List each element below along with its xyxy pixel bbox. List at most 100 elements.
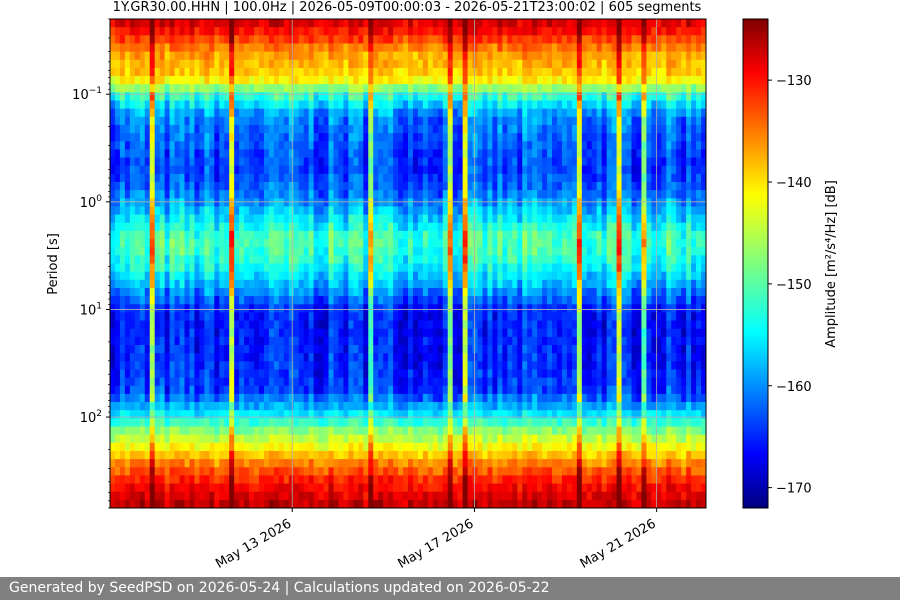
spectrogram-cell — [373, 336, 379, 346]
spectrogram-cell — [139, 450, 146, 460]
spectrogram-cell — [502, 459, 508, 468]
spectrogram-cell — [333, 182, 340, 191]
spectrogram-cell — [273, 361, 280, 371]
spectrogram-cell — [343, 377, 349, 387]
spectrogram-cell — [313, 385, 320, 395]
spectrogram-cell — [204, 19, 210, 28]
spectrogram-cell — [214, 361, 220, 371]
spectrogram-cell — [408, 410, 414, 419]
spectrogram-cell — [134, 336, 141, 346]
spectrogram-cell — [219, 361, 225, 371]
spectrogram-cell — [259, 475, 265, 485]
spectrogram-cell — [278, 296, 285, 305]
spectrogram-cell — [358, 51, 364, 61]
spectrogram-cell — [383, 467, 389, 476]
spectrogram-cell — [209, 124, 215, 134]
spectrogram-cell — [124, 385, 131, 395]
spectrogram-cell — [298, 43, 305, 53]
spectrogram-cell — [472, 214, 479, 224]
spectrogram-cell — [378, 59, 384, 69]
spectrogram-cell — [363, 320, 369, 330]
spectrogram-cell — [497, 279, 503, 289]
spectrogram-cell — [189, 35, 196, 45]
spectrogram-cell — [403, 214, 409, 224]
spectrogram-cell — [259, 442, 265, 452]
spectrogram-cell — [323, 51, 330, 61]
spectrogram-cell — [214, 328, 220, 338]
spectrogram-cell — [403, 328, 409, 338]
spectrogram-cell — [219, 459, 225, 468]
spectrogram-cell — [512, 239, 518, 248]
spectrogram-cell — [417, 141, 424, 150]
spectrogram-cell — [333, 296, 340, 305]
spectrogram-cell — [477, 19, 484, 28]
spectrogram-cell — [244, 336, 250, 346]
spectrogram-cell — [462, 434, 469, 444]
spectrogram-cell — [254, 157, 260, 167]
spectrogram-cell — [119, 108, 126, 118]
spectrogram-cell — [323, 190, 330, 199]
spectrogram-cell — [110, 369, 116, 379]
spectrogram-cell — [154, 255, 161, 265]
spectrogram-cell — [144, 287, 151, 297]
spectrogram-cell — [328, 67, 335, 77]
spectrogram-cell — [353, 304, 359, 313]
spectrogram-cell — [462, 157, 469, 167]
spectrogram-cell — [318, 182, 325, 191]
spectrogram-cell — [159, 198, 166, 208]
spectrogram-cell — [254, 255, 260, 265]
spectrogram-cell — [204, 353, 210, 362]
spectrogram-cell — [417, 222, 424, 232]
spectrogram-cell — [234, 222, 240, 232]
spectrogram-cell — [452, 279, 459, 289]
spectrogram-cell — [244, 459, 250, 468]
spectrogram-cell — [174, 312, 181, 322]
spectrogram-cell — [497, 467, 503, 476]
spectrogram-cell — [358, 124, 364, 134]
spectrogram-cell — [383, 222, 389, 232]
spectrogram-cell — [462, 467, 469, 476]
spectrogram-cell — [129, 206, 136, 216]
spectrogram-cell — [149, 442, 156, 452]
spectrogram-cell — [368, 271, 374, 281]
spectrogram-cell — [432, 369, 439, 379]
spectrogram-cell — [149, 255, 156, 265]
spectrogram-cell — [442, 483, 449, 493]
spectrogram-cell — [139, 320, 146, 330]
spectrogram-cell — [144, 418, 151, 428]
spectrogram-cell — [427, 385, 434, 395]
spectrogram-cell — [343, 296, 349, 305]
spectrogram-cell — [472, 271, 479, 281]
spectrogram-cell — [412, 499, 419, 508]
spectrogram-cell — [328, 426, 335, 436]
spectrogram-cell — [239, 157, 245, 167]
spectrogram-cell — [224, 345, 230, 354]
spectrogram-cell — [388, 345, 394, 354]
spectrogram-cell — [273, 182, 280, 191]
spectrogram-cell — [110, 320, 116, 330]
spectrogram-cell — [288, 459, 295, 468]
spectrogram-cell — [234, 377, 240, 387]
spectrogram-cell — [432, 426, 439, 436]
spectrogram-cell — [457, 67, 464, 77]
spectrogram-cell — [209, 475, 215, 485]
spectrogram-cell — [472, 345, 479, 354]
spectrogram-cell — [268, 410, 275, 419]
spectrogram-cell — [139, 361, 146, 371]
spectrogram-cell — [422, 385, 429, 395]
spectrogram-cell — [477, 35, 484, 45]
spectrogram-cell — [492, 263, 498, 273]
spectrogram-cell — [239, 43, 245, 53]
spectrogram-cell — [447, 320, 454, 330]
spectrogram-cell — [517, 312, 523, 322]
spectrogram-cell — [244, 51, 250, 61]
spectrogram-cell — [254, 67, 260, 77]
spectrogram-cell — [239, 190, 245, 199]
spectrogram-cell — [313, 418, 320, 428]
spectrogram-cell — [308, 377, 315, 387]
spectrogram-cell — [333, 402, 340, 411]
spectrogram-cell — [219, 222, 225, 232]
spectrogram-cell — [244, 320, 250, 330]
spectrogram-cell — [417, 271, 424, 281]
spectrogram-cell — [268, 336, 275, 346]
